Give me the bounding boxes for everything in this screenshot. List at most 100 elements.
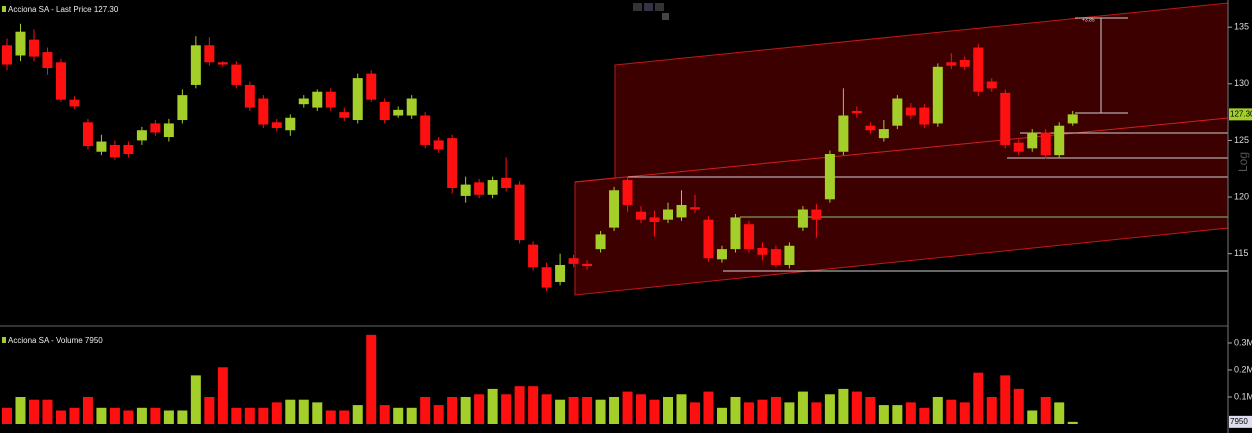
legend-swatch <box>2 337 6 343</box>
candle-body <box>865 125 876 131</box>
volume-bar <box>325 410 336 424</box>
candle-body <box>838 115 849 152</box>
candle-body <box>393 109 404 116</box>
candle-body <box>932 66 943 124</box>
candle-body <box>824 154 835 200</box>
volume-title: Acciona SA - Volume 7950 <box>8 336 103 345</box>
volume-bar <box>1067 421 1078 424</box>
volume-bar <box>986 396 997 424</box>
volume-bar <box>595 399 606 424</box>
volume-bar <box>824 394 835 424</box>
last-value-box <box>1229 415 1252 428</box>
volume-bar <box>689 402 700 424</box>
volume-bar <box>663 396 674 424</box>
candle-body <box>406 98 417 116</box>
candle-body <box>716 249 727 260</box>
volume-bar <box>878 405 889 424</box>
candle-body <box>366 73 377 100</box>
volume-bar <box>163 410 174 424</box>
y-tick-label: 115 <box>1234 248 1248 258</box>
candle-body <box>986 81 997 89</box>
volume-bar <box>501 394 512 424</box>
candle-body <box>878 129 889 139</box>
trend-channel <box>574 2 1229 296</box>
volume-bar <box>1040 396 1051 424</box>
volume-bar <box>217 367 228 424</box>
candle-body <box>433 140 444 150</box>
candle-body <box>689 207 700 210</box>
candle-body <box>231 64 242 85</box>
volume-bar <box>905 402 916 424</box>
volume-bar <box>258 407 269 424</box>
candle-body <box>420 115 431 145</box>
volume-bar <box>649 399 660 424</box>
candle-body <box>379 101 390 121</box>
volume-bar <box>339 410 350 424</box>
candle-body <box>325 91 336 108</box>
candle-body <box>555 264 566 282</box>
volume-bar <box>568 396 579 424</box>
candle-body <box>757 247 768 255</box>
candle-body <box>649 217 660 222</box>
volume-bar <box>582 396 593 424</box>
volume-bar <box>190 375 201 424</box>
y-tick-label: 135 <box>1234 22 1249 32</box>
volume-bar <box>528 386 539 424</box>
candle-body <box>811 209 822 220</box>
candle-body <box>271 122 282 128</box>
candle-body <box>55 62 66 100</box>
volume-bar <box>636 394 647 424</box>
volume-bar <box>123 410 134 424</box>
candle-body <box>42 52 53 68</box>
volume-bar <box>109 407 120 424</box>
volume-bar <box>959 402 970 424</box>
volume-bar <box>55 410 66 424</box>
volume-bar <box>28 399 39 424</box>
y-tick-label: 0.2M <box>1234 364 1252 374</box>
volume-bar <box>298 399 309 424</box>
candle-body <box>190 45 201 85</box>
candle-body <box>973 47 984 92</box>
candle-body <box>339 112 350 118</box>
candle-body <box>582 263 593 267</box>
candle-body <box>568 258 579 264</box>
volume-bar <box>676 394 687 424</box>
candle-body <box>244 84 255 108</box>
candle-body <box>217 62 228 65</box>
candle-body <box>919 107 930 125</box>
volume-bar <box>932 396 943 424</box>
volume-bar <box>1054 402 1065 424</box>
candle-body <box>1000 92 1011 145</box>
candle-body <box>609 190 620 228</box>
last-value-label: 127.30 <box>1230 109 1252 118</box>
volume-bar <box>622 391 633 424</box>
candle-body <box>460 184 471 196</box>
candle-body <box>285 117 296 131</box>
candle-body <box>770 249 781 265</box>
candle-body <box>163 123 174 138</box>
candle-body <box>28 39 39 57</box>
volume-bar <box>447 396 458 424</box>
volume-bar <box>204 396 215 424</box>
volume-bar <box>2 407 12 424</box>
candle-body <box>905 107 916 116</box>
volume-bar <box>42 399 53 424</box>
price-title: Acciona SA - Last Price 127.30 <box>8 5 119 14</box>
candle-body <box>595 234 606 250</box>
toolbar-icons[interactable] <box>633 3 669 20</box>
candle-body <box>1067 114 1078 124</box>
candle-body <box>204 45 215 63</box>
candle-body <box>298 98 309 105</box>
volume-bar <box>514 386 525 424</box>
candle-body <box>1013 142 1024 152</box>
volume-bar <box>312 402 323 424</box>
last-value-label: 7950 <box>1230 417 1248 426</box>
volume-bar <box>1000 375 1011 424</box>
candle-body <box>69 99 80 107</box>
y-tick-label: 0.3M <box>1234 337 1252 347</box>
candle-body <box>730 217 741 250</box>
candle-body <box>123 144 134 155</box>
candle-body <box>703 219 714 259</box>
volume-bar <box>784 402 795 424</box>
